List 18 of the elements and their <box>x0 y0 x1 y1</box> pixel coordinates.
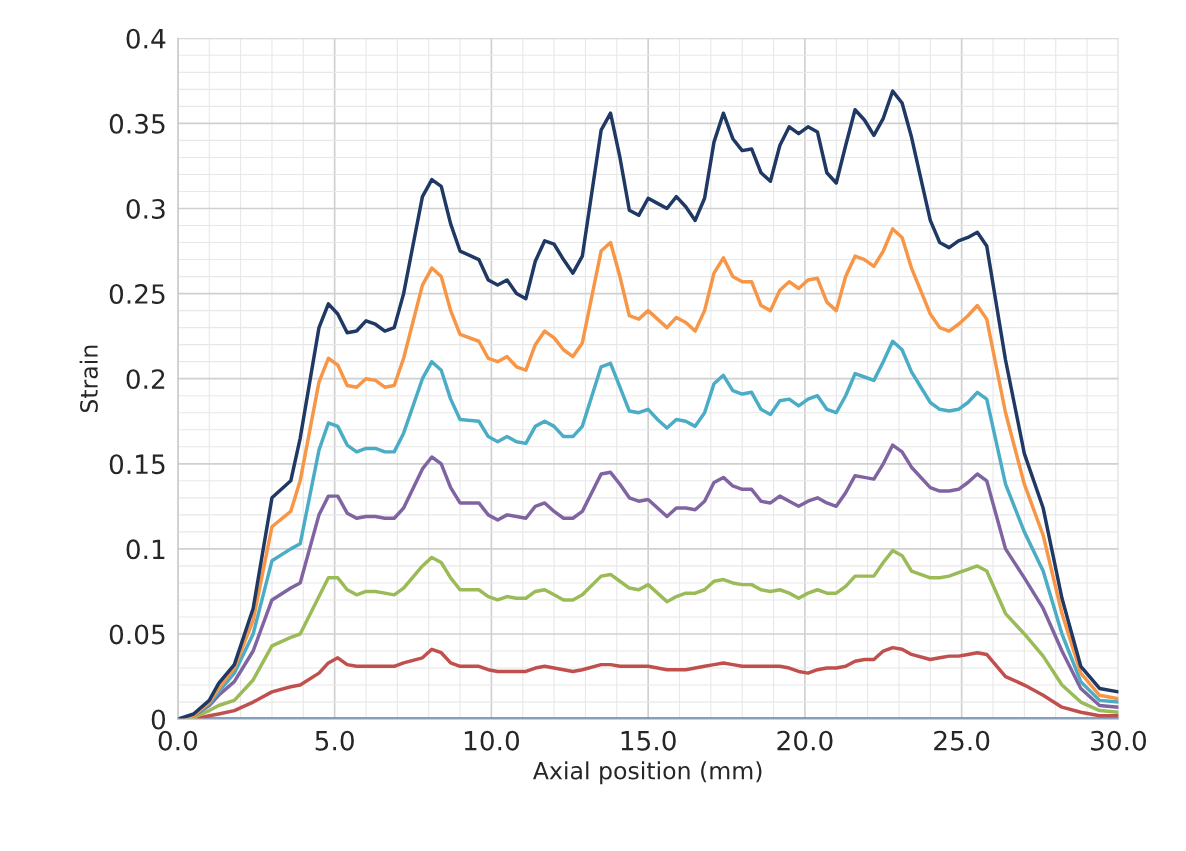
y-tick-label: 0.1 <box>126 539 165 560</box>
y-tick-label: 0.35 <box>109 113 165 134</box>
y-tick-label: 0 <box>151 709 166 730</box>
x-tick-label: 15.0 <box>621 730 676 751</box>
y-tick-label: 0.2 <box>126 369 165 390</box>
x-tick-label: 25.0 <box>934 730 990 751</box>
x-tick-label: 30.0 <box>1091 730 1147 751</box>
x-tick-label: 10.0 <box>464 730 520 751</box>
x-axis-title: Axial position (mm) <box>533 761 762 785</box>
x-tick-label: 0.0 <box>158 730 198 751</box>
y-tick-label: 0.4 <box>126 28 166 49</box>
y-tick-label: 0.3 <box>126 198 165 219</box>
x-tick-label: 20.0 <box>777 730 833 751</box>
x-tick-label: 5.0 <box>315 730 354 751</box>
y-axis-title: Strain <box>79 345 98 413</box>
y-tick-label: 0.15 <box>109 454 165 475</box>
y-tick-label: 0.25 <box>109 284 165 304</box>
y-tick-label: 0.05 <box>109 624 165 645</box>
